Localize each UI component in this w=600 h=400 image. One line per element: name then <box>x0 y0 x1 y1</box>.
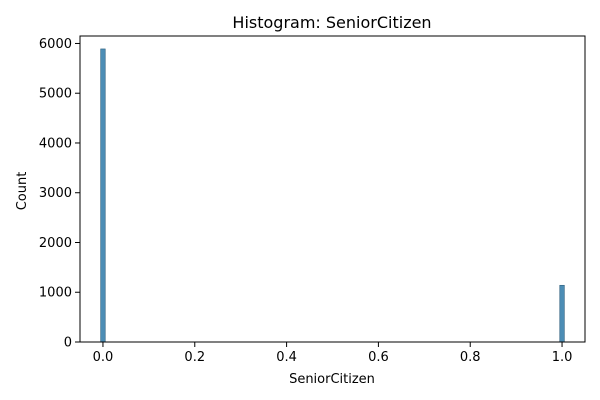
y-tick-label-3: 3000 <box>39 186 72 201</box>
chart-title: Histogram: SeniorCitizen <box>232 13 431 32</box>
y-tick-label-0: 0 <box>64 336 72 351</box>
x-tick-label-1: 0.2 <box>184 350 205 365</box>
y-tick-label-5: 5000 <box>39 87 72 102</box>
histogram-bar-0 <box>100 48 106 343</box>
x-tick-label-3: 0.6 <box>368 350 389 365</box>
x-tick-label-4: 0.8 <box>460 350 481 365</box>
y-axis-label: Count <box>15 172 30 211</box>
x-axis-label: SeniorCitizen <box>289 372 375 387</box>
x-tick-label-2: 0.4 <box>276 350 297 365</box>
histogram-bar-1 <box>559 284 565 343</box>
y-tick-label-6: 6000 <box>39 37 72 52</box>
y-tick-label-2: 2000 <box>39 236 72 251</box>
axes-frame <box>79 35 586 343</box>
y-tick-label-1: 1000 <box>39 286 72 301</box>
plot-area: 0.0 0.2 0.4 0.6 0.8 1.0 0 1000 2000 3000 4000 5000 6… <box>39 35 586 365</box>
y-tick-label-4: 4000 <box>39 136 72 151</box>
x-tick-label-0: 0.0 <box>93 350 114 365</box>
x-tick-label-5: 1.0 <box>552 350 573 365</box>
